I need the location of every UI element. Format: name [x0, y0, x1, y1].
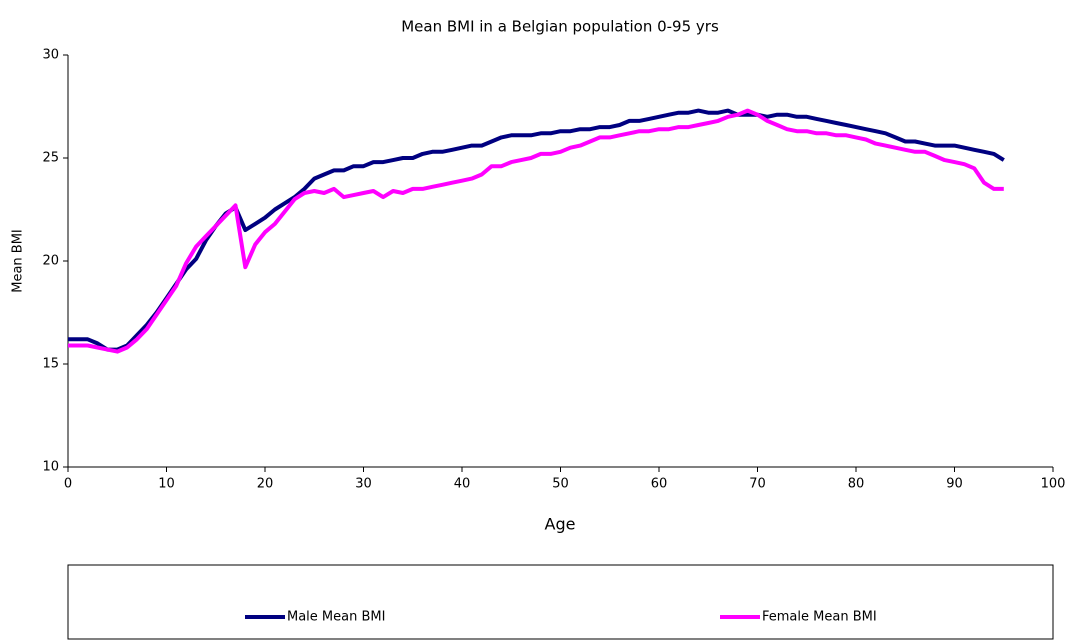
- legend-label: Female Mean BMI: [762, 610, 877, 625]
- x-tick-label: 40: [454, 477, 471, 492]
- x-tick-label: 60: [651, 477, 668, 492]
- y-tick-label: 30: [42, 48, 59, 63]
- x-tick-label: 10: [158, 477, 175, 492]
- x-tick-label: 90: [946, 477, 963, 492]
- y-tick-label: 15: [42, 357, 59, 372]
- data-line: [68, 108, 1005, 352]
- y-axis-label: Mean BMI: [11, 229, 26, 293]
- x-tick-label: 0: [64, 477, 72, 492]
- x-tick-label: 20: [257, 477, 274, 492]
- legend-label: Male Mean BMI: [287, 610, 385, 625]
- x-axis-label: Age: [545, 515, 576, 534]
- legend-box: [67, 564, 1054, 640]
- y-tick-label: 10: [42, 460, 59, 475]
- x-tick-label: 100: [1041, 477, 1066, 492]
- chart-title: Mean BMI in a Belgian population 0-95 yr…: [401, 18, 719, 36]
- x-tick-label: 50: [552, 477, 569, 492]
- data-line: [68, 108, 1004, 354]
- y-tick-label: 25: [42, 151, 59, 166]
- x-tick-label: 30: [355, 477, 372, 492]
- x-tick-label: 80: [848, 477, 865, 492]
- y-tick-label: 20: [42, 254, 59, 269]
- x-tick-label: 70: [749, 477, 766, 492]
